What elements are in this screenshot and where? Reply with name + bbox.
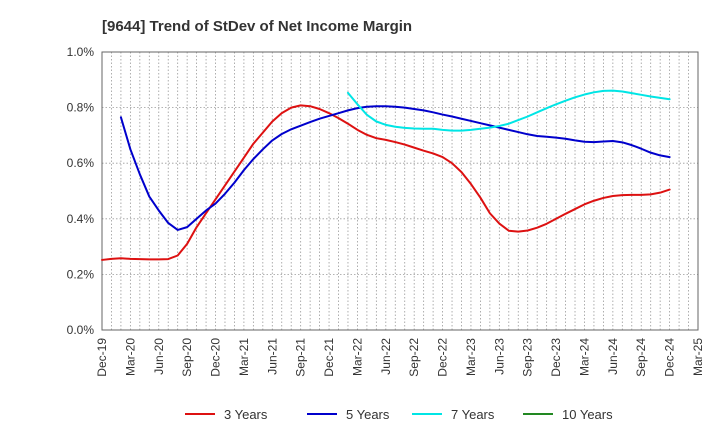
legend-label-5-years: 5 Years bbox=[346, 407, 390, 422]
y-tick-label: 0.8% bbox=[67, 101, 95, 115]
x-tick-label: Jun-20 bbox=[152, 338, 166, 375]
legend-label-10-years: 10 Years bbox=[562, 407, 613, 422]
y-tick-label: 0.6% bbox=[67, 156, 95, 170]
x-tick-label: Dec-21 bbox=[322, 338, 336, 377]
x-tick-label: Mar-23 bbox=[464, 338, 478, 376]
x-tick-label: Dec-23 bbox=[549, 338, 563, 377]
x-tick-label: Jun-21 bbox=[265, 338, 279, 375]
plot-background bbox=[102, 52, 698, 330]
x-tick-label: Dec-22 bbox=[436, 338, 450, 377]
y-tick-label: 0.4% bbox=[67, 212, 95, 226]
x-tick-label: Sep-23 bbox=[521, 338, 535, 377]
x-tick-label: Sep-21 bbox=[294, 338, 308, 377]
y-tick-label: 0.0% bbox=[67, 323, 95, 337]
x-tick-label: Mar-24 bbox=[577, 338, 591, 376]
x-tick-label: Dec-24 bbox=[663, 338, 677, 377]
x-tick-label: Mar-25 bbox=[691, 338, 705, 376]
series-line-5-years bbox=[119, 105, 671, 231]
x-tick-label: Mar-20 bbox=[123, 338, 137, 376]
legend-label-7-years: 7 Years bbox=[451, 407, 495, 422]
x-tick-label: Sep-22 bbox=[407, 338, 421, 377]
x-tick-label: Jun-23 bbox=[492, 338, 506, 375]
legend: 3 Years 5 Years 7 Years 10 Years bbox=[185, 407, 613, 422]
series-line-3-years bbox=[101, 104, 671, 261]
x-tick-label: Mar-22 bbox=[350, 338, 364, 376]
plot-frame bbox=[101, 51, 699, 331]
y-tick-label: 0.2% bbox=[67, 267, 95, 281]
x-tick-label: Dec-19 bbox=[95, 338, 109, 377]
x-tick-label: Sep-20 bbox=[180, 338, 194, 377]
chart-title: [9644] Trend of StDev of Net Income Marg… bbox=[102, 18, 412, 35]
x-tick-label: Dec-20 bbox=[209, 338, 223, 377]
legend-label-3-years: 3 Years bbox=[224, 407, 268, 422]
x-tick-label: Mar-21 bbox=[237, 338, 251, 376]
x-tick-label: Jun-22 bbox=[379, 338, 393, 375]
series-line-7-years bbox=[346, 89, 671, 132]
x-tick-label: Sep-24 bbox=[634, 338, 648, 377]
y-tick-label: 1.0% bbox=[67, 45, 95, 59]
plot-area: 0.0% 0.2% 0.4% 0.6% 0.8% 1.0% Dec-19 Mar-20 Jun-… bbox=[67, 45, 705, 377]
x-tick-label: Jun-24 bbox=[606, 338, 620, 375]
